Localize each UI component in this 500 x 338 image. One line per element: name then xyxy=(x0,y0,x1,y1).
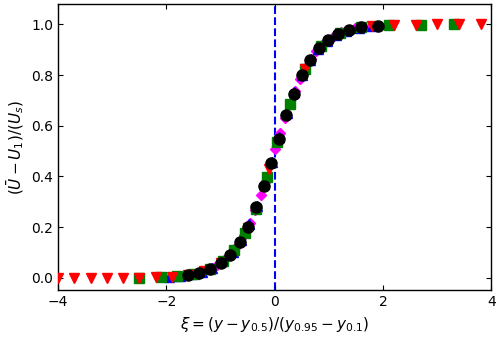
X-axis label: $\xi = (y - y_{0.5})/(y_{0.95} - y_{0.1})$: $\xi = (y - y_{0.5})/(y_{0.95} - y_{0.1}… xyxy=(180,315,370,334)
Y-axis label: $(\bar{U} - U_1)/(U_s)$: $(\bar{U} - U_1)/(U_s)$ xyxy=(4,100,26,195)
